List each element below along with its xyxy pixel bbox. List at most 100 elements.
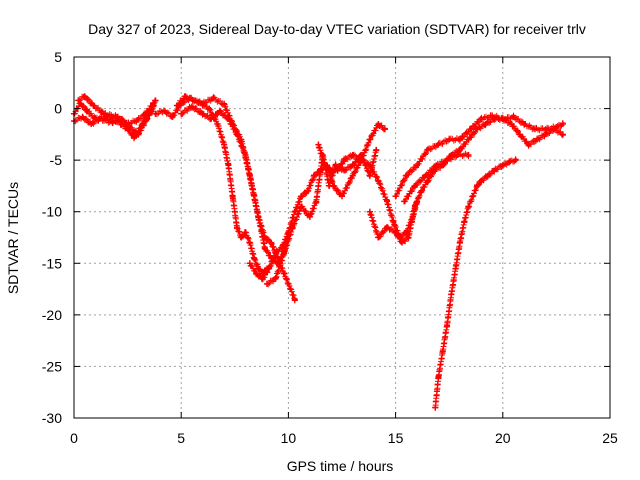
data-point	[83, 107, 90, 114]
data-point	[188, 103, 195, 110]
data-point	[266, 265, 273, 272]
data-point	[81, 93, 88, 100]
data-point	[248, 182, 255, 189]
y-tick-label: -10	[42, 204, 62, 220]
data-point	[465, 151, 472, 158]
data-point	[289, 224, 296, 231]
data-point	[478, 115, 485, 122]
data-point	[454, 151, 461, 158]
data-point	[90, 102, 97, 109]
data-point	[173, 102, 180, 109]
data-point	[499, 115, 506, 122]
data-point	[424, 146, 431, 153]
data-point	[399, 239, 406, 246]
data-point	[456, 239, 463, 246]
data-point	[101, 110, 108, 117]
chart-title: Day 327 of 2023, Sidereal Day-to-day VTE…	[88, 21, 586, 37]
data-point	[542, 126, 549, 133]
data-point	[373, 146, 380, 153]
data-point	[238, 234, 245, 241]
data-point	[525, 141, 532, 148]
data-point	[452, 265, 459, 272]
data-point	[161, 107, 168, 114]
data-point	[143, 115, 150, 122]
data-point	[261, 234, 268, 241]
data-point	[242, 229, 249, 236]
data-point	[298, 193, 305, 200]
data-point	[366, 208, 373, 215]
series-track-h	[263, 146, 380, 288]
x-tick-label: 15	[388, 430, 404, 446]
plot-frame	[73, 56, 611, 419]
data-point	[375, 177, 382, 184]
data-point	[298, 203, 305, 210]
data-point	[499, 162, 506, 169]
series-markers	[263, 147, 380, 288]
data-point	[411, 182, 418, 189]
data-point	[169, 113, 176, 120]
data-point	[366, 162, 373, 169]
data-point	[272, 275, 279, 282]
data-point	[291, 296, 298, 303]
x-tick-label: 10	[281, 430, 297, 446]
data-point	[113, 113, 120, 120]
data-point	[559, 121, 566, 128]
data-point	[221, 101, 228, 108]
series-track-l	[401, 150, 472, 205]
data-point	[141, 111, 148, 118]
data-point	[521, 121, 528, 128]
data-point	[313, 198, 320, 205]
data-point	[261, 244, 268, 251]
data-point	[341, 167, 348, 174]
data-point	[482, 121, 489, 128]
data-point	[469, 193, 476, 200]
data-point	[332, 162, 339, 169]
data-point	[131, 134, 138, 141]
data-point	[405, 234, 412, 241]
data-point	[152, 110, 159, 117]
data-point	[133, 117, 140, 124]
data-point	[178, 110, 185, 117]
data-point	[281, 270, 288, 277]
axes: 0 5 10 15 20 25 5 0 -5 -10 -15 -20 -25 -30	[42, 49, 618, 446]
y-tick-label: 0	[54, 101, 62, 117]
x-tick-label: 0	[70, 430, 78, 446]
data-point	[478, 177, 485, 184]
data-point	[375, 121, 382, 128]
series-track-m	[432, 156, 519, 411]
data-point	[465, 136, 472, 143]
data-point	[88, 121, 95, 128]
data-point	[508, 121, 515, 128]
data-point	[506, 159, 513, 166]
data-point	[366, 172, 373, 179]
data-point	[424, 177, 431, 184]
y-axis-label: SDTVAR / TECUs	[5, 182, 21, 294]
data-point	[246, 239, 253, 246]
x-tick-label: 5	[177, 430, 185, 446]
data-point	[456, 136, 463, 143]
data-point	[199, 110, 206, 117]
data-point	[251, 255, 258, 262]
series-track-f	[178, 103, 298, 304]
data-point	[214, 121, 221, 128]
data-point	[435, 141, 442, 148]
data-point	[191, 97, 198, 104]
data-point	[553, 124, 560, 131]
y-tick-label: -15	[42, 255, 62, 271]
data-point	[321, 162, 328, 169]
data-point	[328, 167, 335, 174]
data-point	[281, 249, 288, 256]
data-point	[150, 100, 157, 107]
data-point	[272, 249, 279, 256]
data-point	[422, 172, 429, 179]
series-markers	[432, 156, 519, 411]
data-point	[122, 121, 129, 128]
data-point	[411, 203, 418, 210]
data-point	[233, 224, 240, 231]
data-point	[135, 131, 142, 138]
data-point	[432, 404, 439, 411]
data-point	[75, 97, 82, 104]
y-tick-label: 5	[54, 49, 62, 65]
data-point	[349, 151, 356, 158]
